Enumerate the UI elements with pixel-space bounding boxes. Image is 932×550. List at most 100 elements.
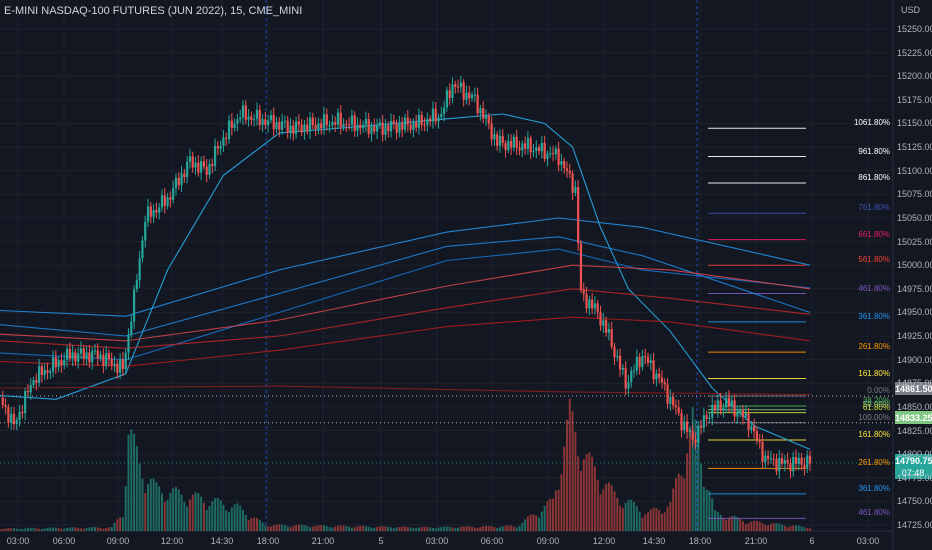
price-tick-label: 15050.00 <box>897 212 932 223</box>
time-tick-label: 21:00 <box>311 536 335 546</box>
time-tick-label: 14:30 <box>210 536 234 546</box>
candle-body <box>699 425 703 428</box>
volume-bar <box>557 489 560 531</box>
candle-body <box>487 116 490 124</box>
volume-bar <box>161 493 163 531</box>
candle-body <box>96 350 99 359</box>
candle-body <box>102 354 105 366</box>
candle-body <box>468 92 471 99</box>
volume-bar <box>267 526 270 531</box>
volume-bar <box>806 528 809 531</box>
volume-bar <box>473 527 476 531</box>
volume-bar <box>208 506 211 531</box>
candle-body <box>652 360 655 380</box>
candle-body <box>174 177 178 189</box>
candle-body <box>683 421 686 431</box>
volume-bar <box>309 527 312 531</box>
candle-body <box>258 109 261 125</box>
volume-bar <box>560 474 563 531</box>
fib-level-label: 761.80% <box>858 203 890 213</box>
volume-bar <box>744 524 747 531</box>
candle-body <box>786 460 789 464</box>
volume-bar <box>390 527 393 531</box>
volume-bar <box>490 526 493 531</box>
volume-bar <box>800 526 803 531</box>
candle-body <box>54 357 57 368</box>
volume-bar <box>512 526 515 531</box>
volume-bar <box>767 525 770 531</box>
fib-level-label: 561.80% <box>858 255 890 265</box>
candle-body <box>389 120 393 132</box>
volume-bar <box>180 494 183 531</box>
candle-body <box>565 168 569 171</box>
volume-bar <box>705 489 708 531</box>
volume-bar <box>373 527 376 531</box>
volume-bar <box>155 482 158 531</box>
volume-bar <box>306 526 309 531</box>
volume-bar <box>113 522 116 531</box>
candle-body <box>40 366 43 376</box>
volume-bar <box>714 510 717 531</box>
volume-bar <box>644 514 647 531</box>
volume-bar <box>607 482 610 531</box>
candle-body <box>420 114 423 125</box>
volume-bar <box>18 529 21 531</box>
bar-countdown: 07:48 <box>901 468 925 478</box>
volume-bar <box>283 525 286 531</box>
candle-body <box>144 221 147 241</box>
price-tag-level-high-bg <box>895 382 932 395</box>
candle-body <box>708 417 711 420</box>
candle-body <box>93 350 97 352</box>
volume-bar <box>93 527 96 531</box>
volume-bar <box>392 528 395 531</box>
volume-bar <box>247 520 250 531</box>
volume-bar <box>420 526 423 531</box>
candle-body <box>15 420 18 425</box>
candle-body <box>289 125 292 133</box>
candle-body <box>758 439 761 442</box>
candle-body <box>568 170 571 174</box>
candle-body <box>395 123 398 133</box>
candle-body <box>353 115 356 131</box>
candle-body <box>632 370 636 372</box>
volume-bar <box>130 429 133 531</box>
volume-bar <box>250 518 253 531</box>
volume-bar <box>135 445 138 531</box>
candle-body <box>646 356 650 363</box>
candle-body <box>202 161 205 167</box>
volume-bar <box>395 527 398 531</box>
volume-bar <box>624 502 627 531</box>
candle-body <box>448 90 451 99</box>
candle-body <box>669 396 672 404</box>
volume-bar <box>716 511 719 531</box>
volume-bar <box>4 528 7 531</box>
volume-bar <box>605 483 608 531</box>
candle-body <box>800 457 803 465</box>
candle-body <box>641 356 644 367</box>
volume-bar <box>147 484 150 531</box>
volume-bar <box>228 512 231 531</box>
volume-bar <box>275 524 278 531</box>
candle-body <box>197 162 200 173</box>
candle-body <box>484 116 488 119</box>
volume-bar <box>188 499 191 531</box>
volume-bar <box>532 514 535 531</box>
candle-body <box>741 410 745 418</box>
candle-body <box>24 390 27 414</box>
price-tag-level-low: 14833.25 <box>895 412 932 425</box>
volume-bar <box>621 507 624 531</box>
volume-bar <box>219 500 222 531</box>
candle-body <box>166 197 169 207</box>
candle-body <box>384 125 387 135</box>
candle-body <box>138 258 141 281</box>
candle-body <box>571 173 574 193</box>
price-tick-label: 14750.00 <box>897 496 932 507</box>
volume-bar <box>77 527 80 531</box>
volume-bar <box>216 497 219 531</box>
candle-body <box>57 360 60 368</box>
volume-bar <box>599 494 602 531</box>
volume-bar <box>60 528 63 531</box>
candle-body <box>135 280 138 290</box>
candle-body <box>180 173 183 186</box>
